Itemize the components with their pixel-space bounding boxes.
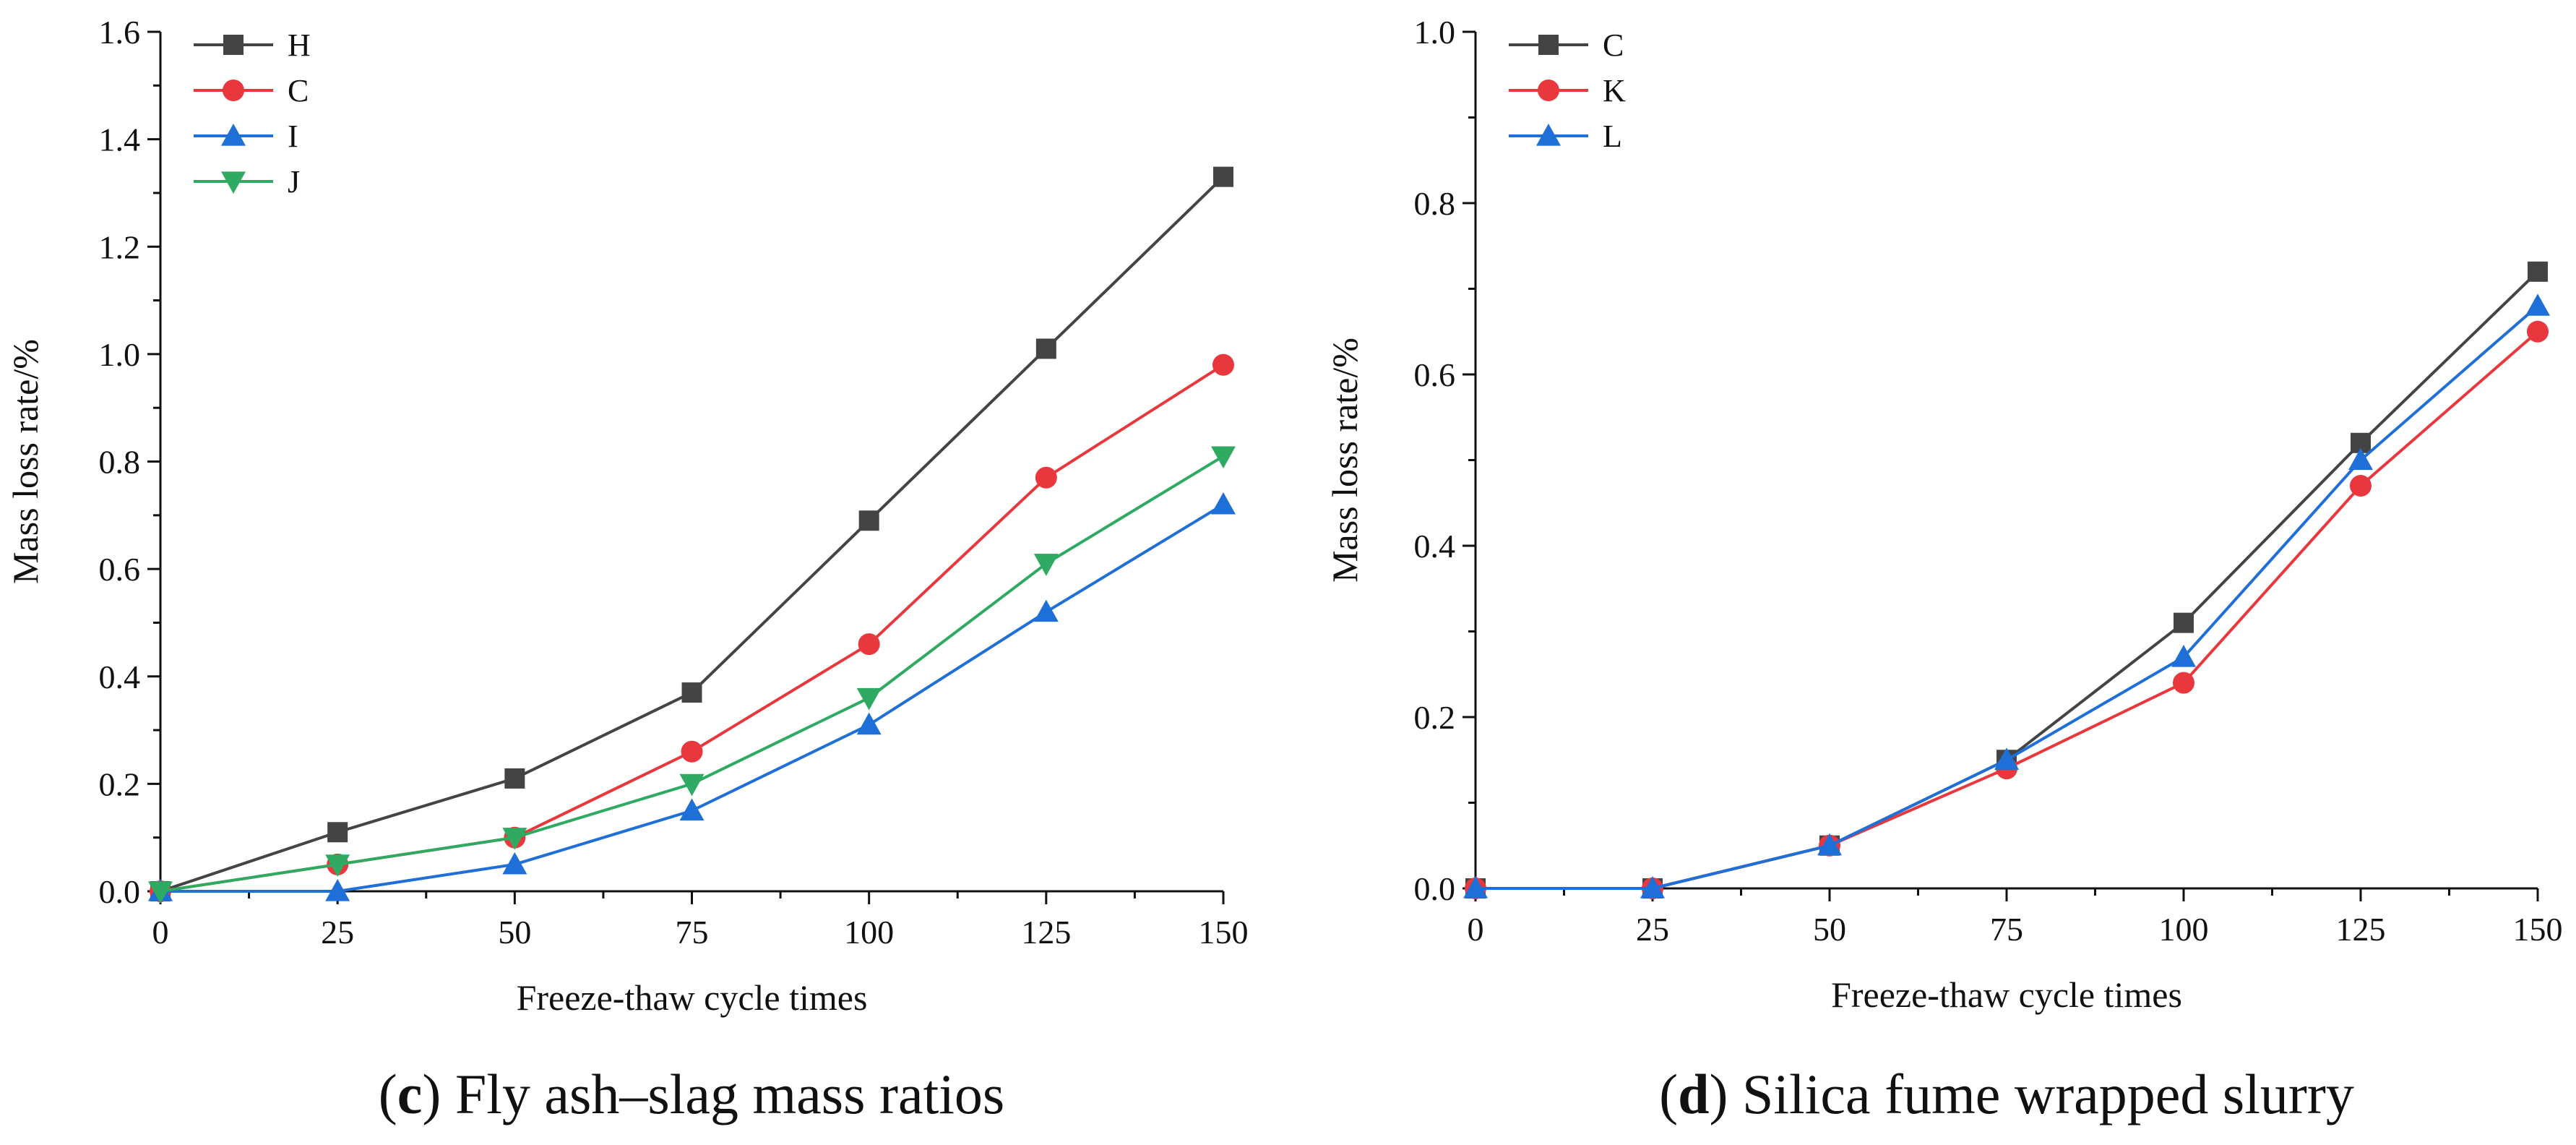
legend-label-L: L [1603,119,1622,154]
data-point-J [679,773,705,797]
x-tick-label: 75 [676,914,709,951]
y-tick-label: 1.6 [99,14,141,51]
y-tick-label: 1.0 [1414,14,1456,51]
y-tick-label: 0.2 [99,766,141,802]
data-point-K [2527,320,2549,343]
y-axis-label: Mass loss rate/% [1324,338,1365,583]
y-tick-label: 1.0 [99,336,141,373]
x-tick-label: 100 [2159,911,2209,948]
legend-marker-C [1538,35,1559,55]
data-point-J [1033,554,1059,576]
legend-label-K: K [1603,73,1626,108]
data-point-I [856,712,882,735]
legend-marker-C [223,80,244,101]
legend-marker-J [221,171,246,194]
y-tick-label: 1.4 [99,121,141,158]
caption-text: Silica fume wrapped slurry [1742,1063,2354,1125]
y-tick-label: 0.4 [1414,528,1456,565]
data-point-J [856,687,882,711]
data-point-I [502,852,527,875]
data-point-L [2171,645,2196,667]
caption-letter: d [1678,1063,1709,1125]
caption-text: Fly ash–slag mass ratios [455,1063,1004,1125]
x-tick-label: 100 [844,914,894,951]
legend-marker-L [1536,124,1561,146]
data-point-L [1463,876,1488,899]
data-point-J [325,854,350,877]
caption: (c) Fly ash–slag mass ratios [379,1063,1005,1125]
data-point-I [679,798,705,821]
data-point-J [502,828,527,850]
x-tick-label: 0 [152,914,169,951]
y-tick-label: 0.4 [99,659,141,695]
y-tick-label: 0.8 [1414,185,1456,222]
x-tick-label: 150 [1199,914,1249,951]
x-tick-label: 150 [2513,911,2563,948]
data-point-L [2348,447,2373,471]
y-tick-label: 1.2 [99,228,141,265]
caption: (d) Silica fume wrapped slurry [1659,1063,2354,1125]
legend-marker-I [221,124,246,146]
legend-label-J: J [288,164,300,200]
series-line-L [1476,304,2539,890]
data-point-I [1211,492,1236,515]
data-point-C [1035,466,1057,489]
chart-panel-d: 0.0 0.2 0.4 0.6 0.8 1.0 0 25 50 75 100 125 150 Freeze… [1324,14,2563,1125]
x-tick-label: 25 [321,914,354,951]
y-tick-label: 0.6 [99,551,141,588]
data-point-H [858,510,879,531]
legend-label-H: H [288,27,311,63]
series-line-C [1476,270,2539,890]
data-point-H [504,768,525,789]
data-point-C [2174,612,2194,633]
x-tick-label: 50 [498,914,531,951]
caption-letter: c [397,1063,423,1125]
y-tick-label: 0.2 [1414,699,1456,736]
data-point-L [1817,833,1842,856]
x-axis-label: Freeze-thaw cycle times [1831,974,2182,1015]
data-point-H [1035,338,1056,359]
x-tick-label: 50 [1813,911,1846,948]
chart-panel-c: 0.0 0.2 0.4 0.6 0.8 1.0 1.2 1.4 1.6 0 25 50 75 100 125… [5,14,1249,1125]
x-tick-label: 125 [2336,911,2386,948]
data-point-C [681,740,703,763]
series-line-J [160,455,1225,893]
legend: CKL [1509,27,1626,154]
data-point-J [148,881,173,904]
y-tick-label: 0.8 [99,444,141,481]
data-point-K [2173,672,2194,694]
data-point-J [1211,446,1236,469]
data-point-L [1640,876,1665,899]
x-axis-label: Freeze-thaw cycle times [517,977,868,1018]
data-point-K [2350,475,2372,497]
x-tick-label: 125 [1021,914,1071,951]
legend-label-C: C [288,73,309,108]
data-point-I [1033,599,1059,622]
y-axis-label: Mass loss rate/% [5,339,46,584]
x-tick-label: 75 [1990,911,2023,948]
y-tick-label: 0.0 [1414,870,1456,907]
legend-label-I: I [288,119,298,154]
data-point-I [325,879,350,901]
legend-label-C: C [1603,27,1624,63]
data-point-L [2525,293,2550,316]
data-point-C [1212,353,1234,376]
legend-marker-K [1538,80,1559,101]
y-tick-label: 0.6 [1414,356,1456,393]
data-point-H [1213,166,1233,187]
x-tick-label: 25 [1636,911,1669,948]
legend-marker-H [223,35,244,55]
data-point-H [327,822,348,843]
data-point-L [1994,747,2019,770]
data-point-C [858,633,880,656]
y-tick-label: 0.0 [99,873,141,910]
data-point-H [681,682,702,703]
series-line-K [1476,330,2539,890]
data-point-C [2528,261,2548,282]
x-tick-label: 0 [1468,911,1484,948]
